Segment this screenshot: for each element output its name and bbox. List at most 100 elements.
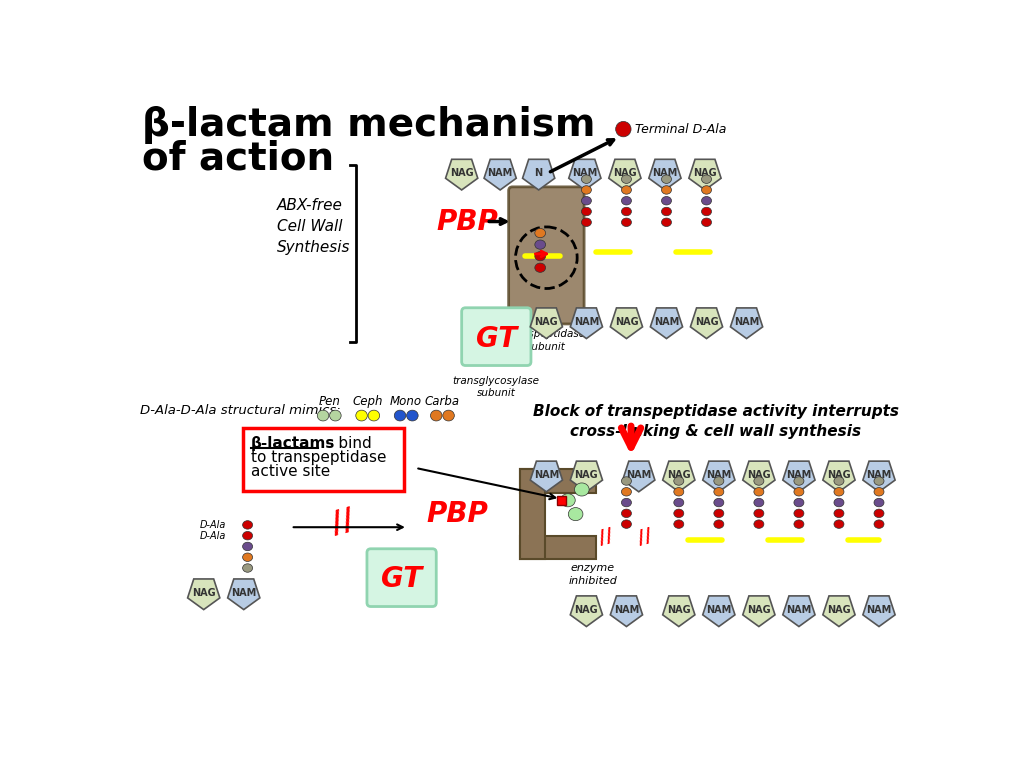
Text: NAM: NAM <box>231 588 256 598</box>
Ellipse shape <box>674 477 684 485</box>
Ellipse shape <box>794 488 804 496</box>
Ellipse shape <box>243 531 253 540</box>
Polygon shape <box>570 596 602 627</box>
Text: NAM: NAM <box>734 316 759 326</box>
Ellipse shape <box>622 186 632 194</box>
Text: D-Ala: D-Ala <box>200 520 226 530</box>
Ellipse shape <box>662 197 672 205</box>
Ellipse shape <box>535 228 546 237</box>
Ellipse shape <box>317 410 329 421</box>
Ellipse shape <box>582 197 592 205</box>
Text: NAM: NAM <box>613 604 639 614</box>
Polygon shape <box>568 159 601 190</box>
Polygon shape <box>610 308 642 339</box>
Ellipse shape <box>754 498 764 507</box>
Text: //: // <box>636 526 654 548</box>
Text: NAM: NAM <box>652 168 678 178</box>
Text: NAG: NAG <box>827 470 851 480</box>
Text: NAM: NAM <box>866 470 892 480</box>
Text: NAG: NAG <box>191 588 215 598</box>
Ellipse shape <box>394 410 406 421</box>
Ellipse shape <box>834 520 844 528</box>
Text: Terminal D-Ala: Terminal D-Ala <box>635 123 726 136</box>
FancyBboxPatch shape <box>243 428 403 491</box>
Circle shape <box>615 121 631 137</box>
Ellipse shape <box>535 263 546 273</box>
Polygon shape <box>742 596 775 627</box>
Ellipse shape <box>714 498 724 507</box>
Polygon shape <box>187 579 220 610</box>
Text: NAG: NAG <box>535 316 558 326</box>
Ellipse shape <box>368 410 380 421</box>
Ellipse shape <box>662 218 672 227</box>
Text: to transpeptidase: to transpeptidase <box>251 450 386 465</box>
Ellipse shape <box>582 207 592 216</box>
Polygon shape <box>649 159 681 190</box>
FancyBboxPatch shape <box>520 536 596 559</box>
Ellipse shape <box>622 488 632 496</box>
Ellipse shape <box>834 509 844 518</box>
Ellipse shape <box>701 197 712 205</box>
Ellipse shape <box>794 477 804 485</box>
Ellipse shape <box>714 488 724 496</box>
FancyBboxPatch shape <box>367 549 436 607</box>
Polygon shape <box>610 596 642 627</box>
Ellipse shape <box>330 410 341 421</box>
Text: NAM: NAM <box>572 168 597 178</box>
Ellipse shape <box>243 521 253 529</box>
Ellipse shape <box>874 509 884 518</box>
Text: PBP: PBP <box>437 207 499 236</box>
Polygon shape <box>702 596 735 627</box>
Text: N: N <box>535 168 543 178</box>
Text: Pen: Pen <box>318 396 340 409</box>
Text: GT: GT <box>381 564 422 593</box>
Ellipse shape <box>535 240 546 250</box>
Ellipse shape <box>874 498 884 507</box>
Text: NAM: NAM <box>573 316 599 326</box>
FancyBboxPatch shape <box>520 469 545 559</box>
Ellipse shape <box>622 477 632 485</box>
Text: β-lactams: β-lactams <box>251 436 335 452</box>
Ellipse shape <box>407 410 418 421</box>
Ellipse shape <box>582 175 592 184</box>
Ellipse shape <box>243 564 253 572</box>
Ellipse shape <box>582 218 592 227</box>
Ellipse shape <box>430 410 442 421</box>
Text: NAM: NAM <box>866 604 892 614</box>
FancyBboxPatch shape <box>520 469 596 492</box>
Text: of action: of action <box>142 140 334 178</box>
Ellipse shape <box>834 498 844 507</box>
Text: PBP: PBP <box>427 500 488 528</box>
Text: D-Ala: D-Ala <box>200 531 226 541</box>
Ellipse shape <box>701 207 712 216</box>
Polygon shape <box>730 308 763 339</box>
Ellipse shape <box>674 498 684 507</box>
Ellipse shape <box>582 186 592 194</box>
Ellipse shape <box>355 410 368 421</box>
Polygon shape <box>570 461 602 492</box>
Bar <box>557 496 565 505</box>
Polygon shape <box>863 461 895 492</box>
Ellipse shape <box>535 252 546 261</box>
Ellipse shape <box>442 410 455 421</box>
Polygon shape <box>227 579 260 610</box>
FancyBboxPatch shape <box>509 187 584 324</box>
Text: β-lactam mechanism: β-lactam mechanism <box>142 106 596 144</box>
Ellipse shape <box>622 207 632 216</box>
Polygon shape <box>742 461 775 492</box>
Polygon shape <box>609 159 641 190</box>
Text: NAM: NAM <box>786 604 812 614</box>
Polygon shape <box>690 308 723 339</box>
Text: Block of transpeptidase activity interrupts
cross-linking & cell wall synthesis: Block of transpeptidase activity interru… <box>532 404 899 439</box>
Text: Ceph: Ceph <box>352 396 383 409</box>
Ellipse shape <box>674 509 684 518</box>
Text: NAG: NAG <box>748 470 771 480</box>
Text: //: // <box>328 505 356 538</box>
Ellipse shape <box>754 488 764 496</box>
Ellipse shape <box>754 477 764 485</box>
Polygon shape <box>663 596 695 627</box>
Ellipse shape <box>701 175 712 184</box>
Ellipse shape <box>622 175 632 184</box>
Polygon shape <box>623 461 655 492</box>
Polygon shape <box>445 159 478 190</box>
